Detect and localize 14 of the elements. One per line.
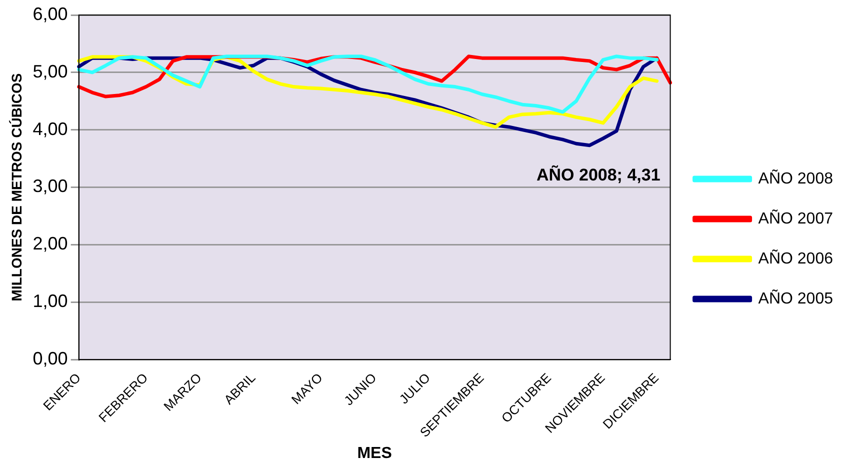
y-tick-label: 1,00	[32, 291, 68, 312]
y-tick-label: 2,00	[32, 234, 68, 254]
legend-label: AÑO 2006	[758, 248, 834, 268]
x-axis-title: MES	[357, 444, 392, 462]
y-tick-label: 5,00	[32, 61, 68, 82]
y-tick-label: 4,00	[32, 118, 68, 139]
y-tick-label: 6,00	[32, 4, 68, 24]
legend-label: AÑO 2005	[758, 288, 834, 308]
y-axis-title: MILLONES DE METROS CÚBICOS	[8, 73, 24, 302]
legend-label: AÑO 2008	[758, 168, 834, 188]
annotation: AÑO 2008; 4,31	[536, 164, 660, 184]
y-tick-label: 0,00	[32, 348, 68, 368]
y-tick-label: 3,00	[32, 176, 68, 196]
legend-label: AÑO 2007	[758, 208, 834, 228]
